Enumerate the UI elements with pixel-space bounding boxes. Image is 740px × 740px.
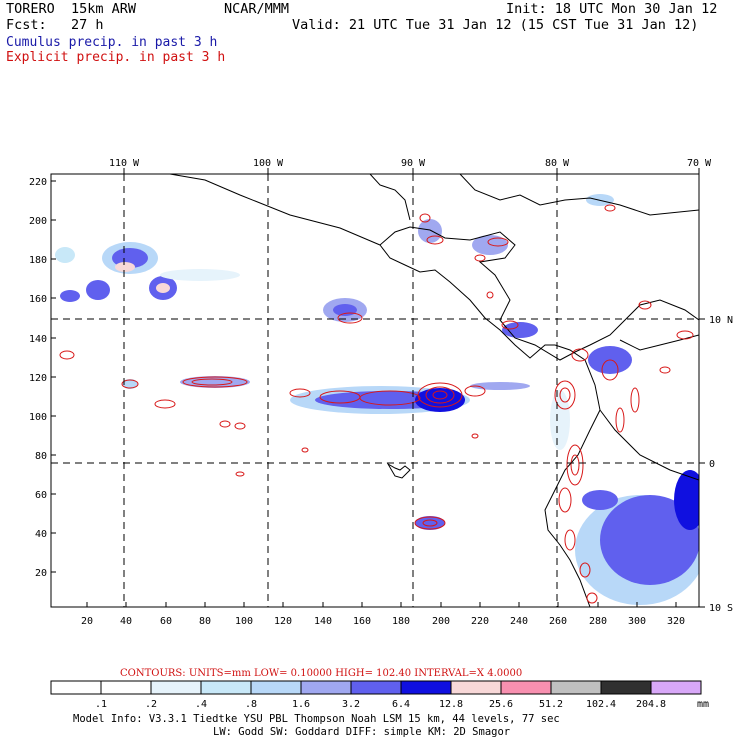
colorbar-label: .2 [145, 699, 157, 710]
x-tick-label: 180 [392, 616, 410, 627]
colorbar-unit: mm [697, 699, 709, 710]
colorbar-label: .1 [95, 699, 107, 710]
y-tick-label: 100 [29, 412, 47, 423]
y-tick-label: 140 [29, 334, 47, 345]
x-tick-label: 240 [510, 616, 528, 627]
lon-label-80w: 80 W [545, 158, 570, 169]
colorbar [50, 680, 702, 695]
colorbar-label: .8 [245, 699, 257, 710]
y-tick-label: 120 [29, 373, 47, 384]
x-tick-label: 100 [235, 616, 253, 627]
model-info: Model Info: V3.3.1 Tiedtke YSU PBL Thomp… [73, 713, 560, 725]
right-ticks [699, 318, 705, 608]
colorbar-label: 25.6 [489, 699, 513, 710]
x-tick-label: 300 [628, 616, 646, 627]
x-tick-label: 200 [432, 616, 450, 627]
valid-time: Valid: 21 UTC Tue 31 Jan 12 (15 CST Tue … [292, 17, 699, 33]
top-ticks [123, 168, 700, 174]
lon-label-70w: 70 W [687, 158, 712, 169]
field-explicit-label: Explicit precip. in past 3 h [6, 50, 226, 65]
y-tick-label: 40 [35, 529, 47, 540]
colorbar-label: 6.4 [392, 699, 410, 710]
center-name: NCAR/MMM [224, 1, 290, 17]
x-tick-label: 280 [589, 616, 607, 627]
bottom-ticks [86, 602, 677, 607]
x-tick-label: 120 [274, 616, 292, 627]
lat-label-0: 0 [709, 459, 715, 470]
explicit-precip-contours [59, 204, 694, 604]
lon-label-100w: 100 W [253, 158, 284, 169]
colorbar-label: 3.2 [342, 699, 360, 710]
map-frame [50, 173, 700, 608]
lat-label-10s: 10 S [709, 603, 733, 614]
x-tick-label: 260 [549, 616, 567, 627]
x-tick-label: 220 [471, 616, 489, 627]
y-tick-label: 60 [35, 490, 47, 501]
x-tick-label: 80 [199, 616, 211, 627]
lon-label-110w: 110 W [109, 158, 140, 169]
colorbar-label: 12.8 [439, 699, 463, 710]
x-tick-label: 20 [81, 616, 93, 627]
colorbar-label: 51.2 [539, 699, 563, 710]
x-tick-label: 60 [160, 616, 172, 627]
colorbar-label: .4 [195, 699, 207, 710]
y-tick-label: 220 [29, 177, 47, 188]
colorbar-label: 1.6 [292, 699, 310, 710]
forecast-hour: Fcst: 27 h [6, 17, 104, 33]
y-tick-label: 200 [29, 216, 47, 227]
y-tick-label: 160 [29, 294, 47, 305]
model-title: TORERO 15km ARW [6, 1, 137, 17]
x-tick-label: 160 [353, 616, 371, 627]
x-tick-label: 320 [667, 616, 685, 627]
graticule [51, 174, 699, 607]
colorbar-label: 102.4 [586, 699, 616, 710]
lon-label-90w: 90 W [401, 158, 426, 169]
contour-info: CONTOURS: UNITS=mm LOW= 0.10000 HIGH= 10… [120, 668, 522, 679]
cumulus-precip-shading [55, 194, 699, 605]
field-cumulus-label: Cumulus precip. in past 3 h [6, 35, 218, 50]
x-tick-label: 40 [120, 616, 132, 627]
model-info-2: LW: Godd SW: Goddard DIFF: simple KM: 2D… [213, 726, 510, 738]
y-tick-label: 180 [29, 255, 47, 266]
coastlines [169, 174, 699, 607]
colorbar-label: 204.8 [636, 699, 666, 710]
left-ticks [51, 180, 56, 573]
lat-label-10n: 10 N [709, 315, 733, 326]
y-tick-label: 80 [35, 451, 47, 462]
x-tick-label: 140 [314, 616, 332, 627]
y-tick-label: 20 [35, 568, 47, 579]
init-time: Init: 18 UTC Mon 30 Jan 12 [506, 1, 718, 17]
